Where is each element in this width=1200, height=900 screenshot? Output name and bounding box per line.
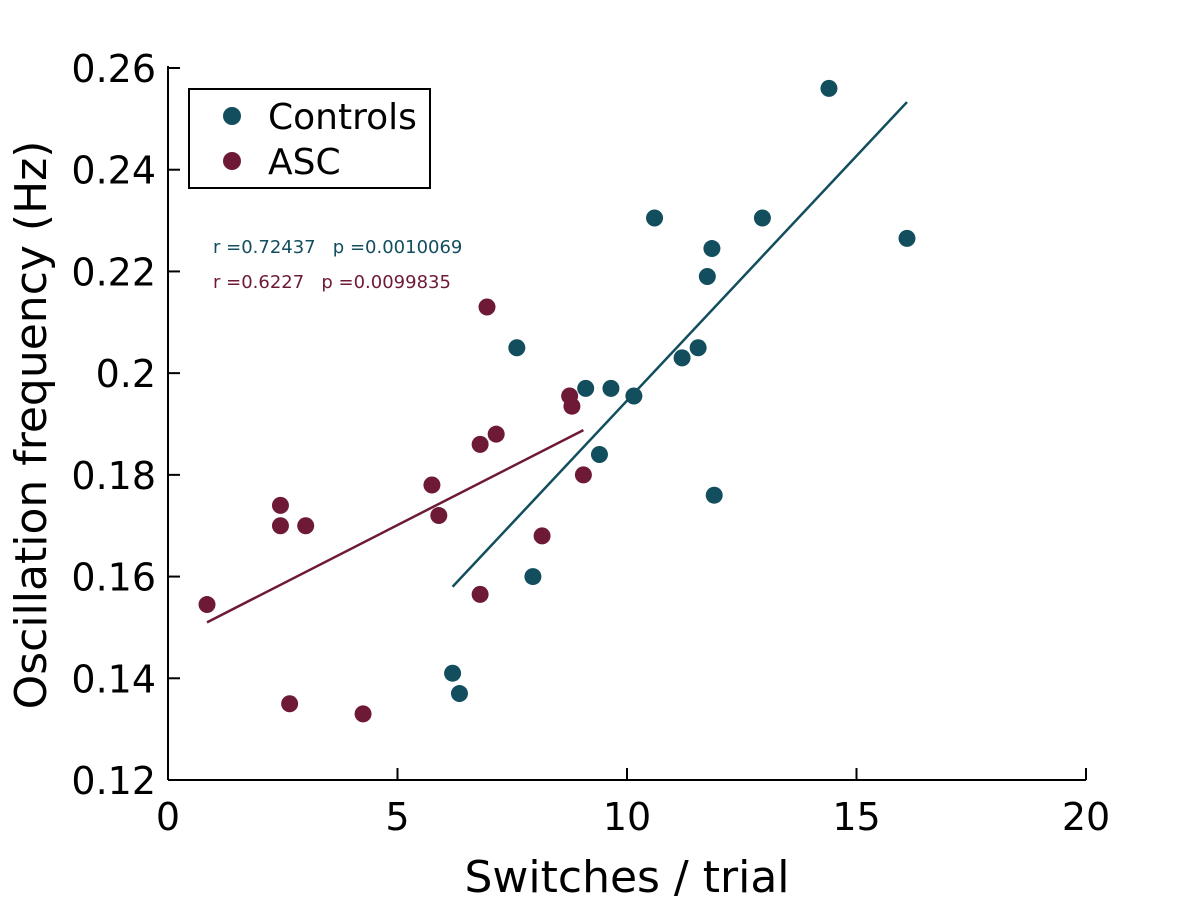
controls-fit-line — [451, 101, 908, 588]
y-tick-label: 0.12 — [71, 759, 156, 803]
asc-point — [281, 695, 299, 713]
x-tick-label: 5 — [385, 795, 409, 839]
y-tick-label: 0.14 — [71, 657, 156, 701]
controls-point — [753, 209, 771, 227]
controls-point — [646, 209, 664, 227]
data-points — [198, 79, 916, 723]
y-tick-label: 0.26 — [71, 47, 156, 91]
controls-point — [625, 387, 643, 405]
controls-point — [450, 685, 468, 703]
asc-point — [423, 476, 441, 494]
y-tick-label: 0.18 — [71, 454, 156, 498]
controls-point — [898, 229, 916, 247]
x-tick-label: 20 — [1062, 795, 1110, 839]
legend-box — [188, 88, 431, 189]
controls-point — [673, 349, 691, 367]
asc-point — [471, 435, 489, 453]
controls-point — [689, 339, 707, 357]
controls-point — [444, 664, 462, 682]
controls-point — [705, 486, 723, 504]
asc-point — [487, 425, 505, 443]
asc-point — [471, 585, 489, 603]
legend-label-asc: ASC — [268, 142, 341, 183]
asc-point — [271, 496, 289, 514]
asc-point — [297, 517, 315, 535]
controls-point — [703, 240, 721, 258]
annotations: r =0.72437 p =0.0010069 r =0.6227 p =0.00… — [213, 237, 462, 293]
legend-marker-asc — [223, 152, 241, 170]
asc-point — [478, 298, 496, 316]
x-tick-label: 10 — [603, 795, 651, 839]
controls-point — [698, 268, 716, 286]
controls-point — [524, 568, 542, 586]
asc-fit-line — [206, 428, 584, 624]
controls-point — [590, 446, 608, 464]
x-tick-label: 0 — [156, 795, 180, 839]
asc-point — [430, 507, 448, 525]
y-tick-label: 0.16 — [71, 556, 156, 600]
x-axis-title: Switches / trial — [464, 852, 789, 900]
axes: 0 5 10 15 20 0.12 0.14 0.16 0.18 0.2 0.22 0.24 0.26 — [71, 47, 1110, 839]
controls-point — [602, 379, 620, 397]
controls-stats-annotation: r =0.72437 p =0.0010069 — [213, 237, 462, 258]
controls-point — [820, 79, 838, 97]
asc-point — [533, 527, 551, 545]
legend-marker-controls — [223, 107, 241, 125]
y-axis-title: Oscillation frequency (Hz) — [6, 141, 57, 710]
asc-point — [354, 705, 372, 723]
fit-lines — [206, 101, 908, 624]
asc-stats-annotation: r =0.6227 p =0.0099835 — [213, 272, 451, 293]
legend-label-controls: Controls — [268, 97, 417, 138]
y-tick-label: 0.22 — [71, 250, 156, 294]
asc-point — [271, 517, 289, 535]
asc-point — [563, 397, 581, 415]
controls-point — [508, 339, 526, 357]
y-tick-label: 0.2 — [96, 352, 156, 396]
controls-point — [577, 379, 595, 397]
x-tick-label: 15 — [832, 795, 880, 839]
asc-point — [574, 466, 592, 484]
y-tick-label: 0.24 — [71, 149, 156, 193]
asc-point — [198, 596, 216, 614]
